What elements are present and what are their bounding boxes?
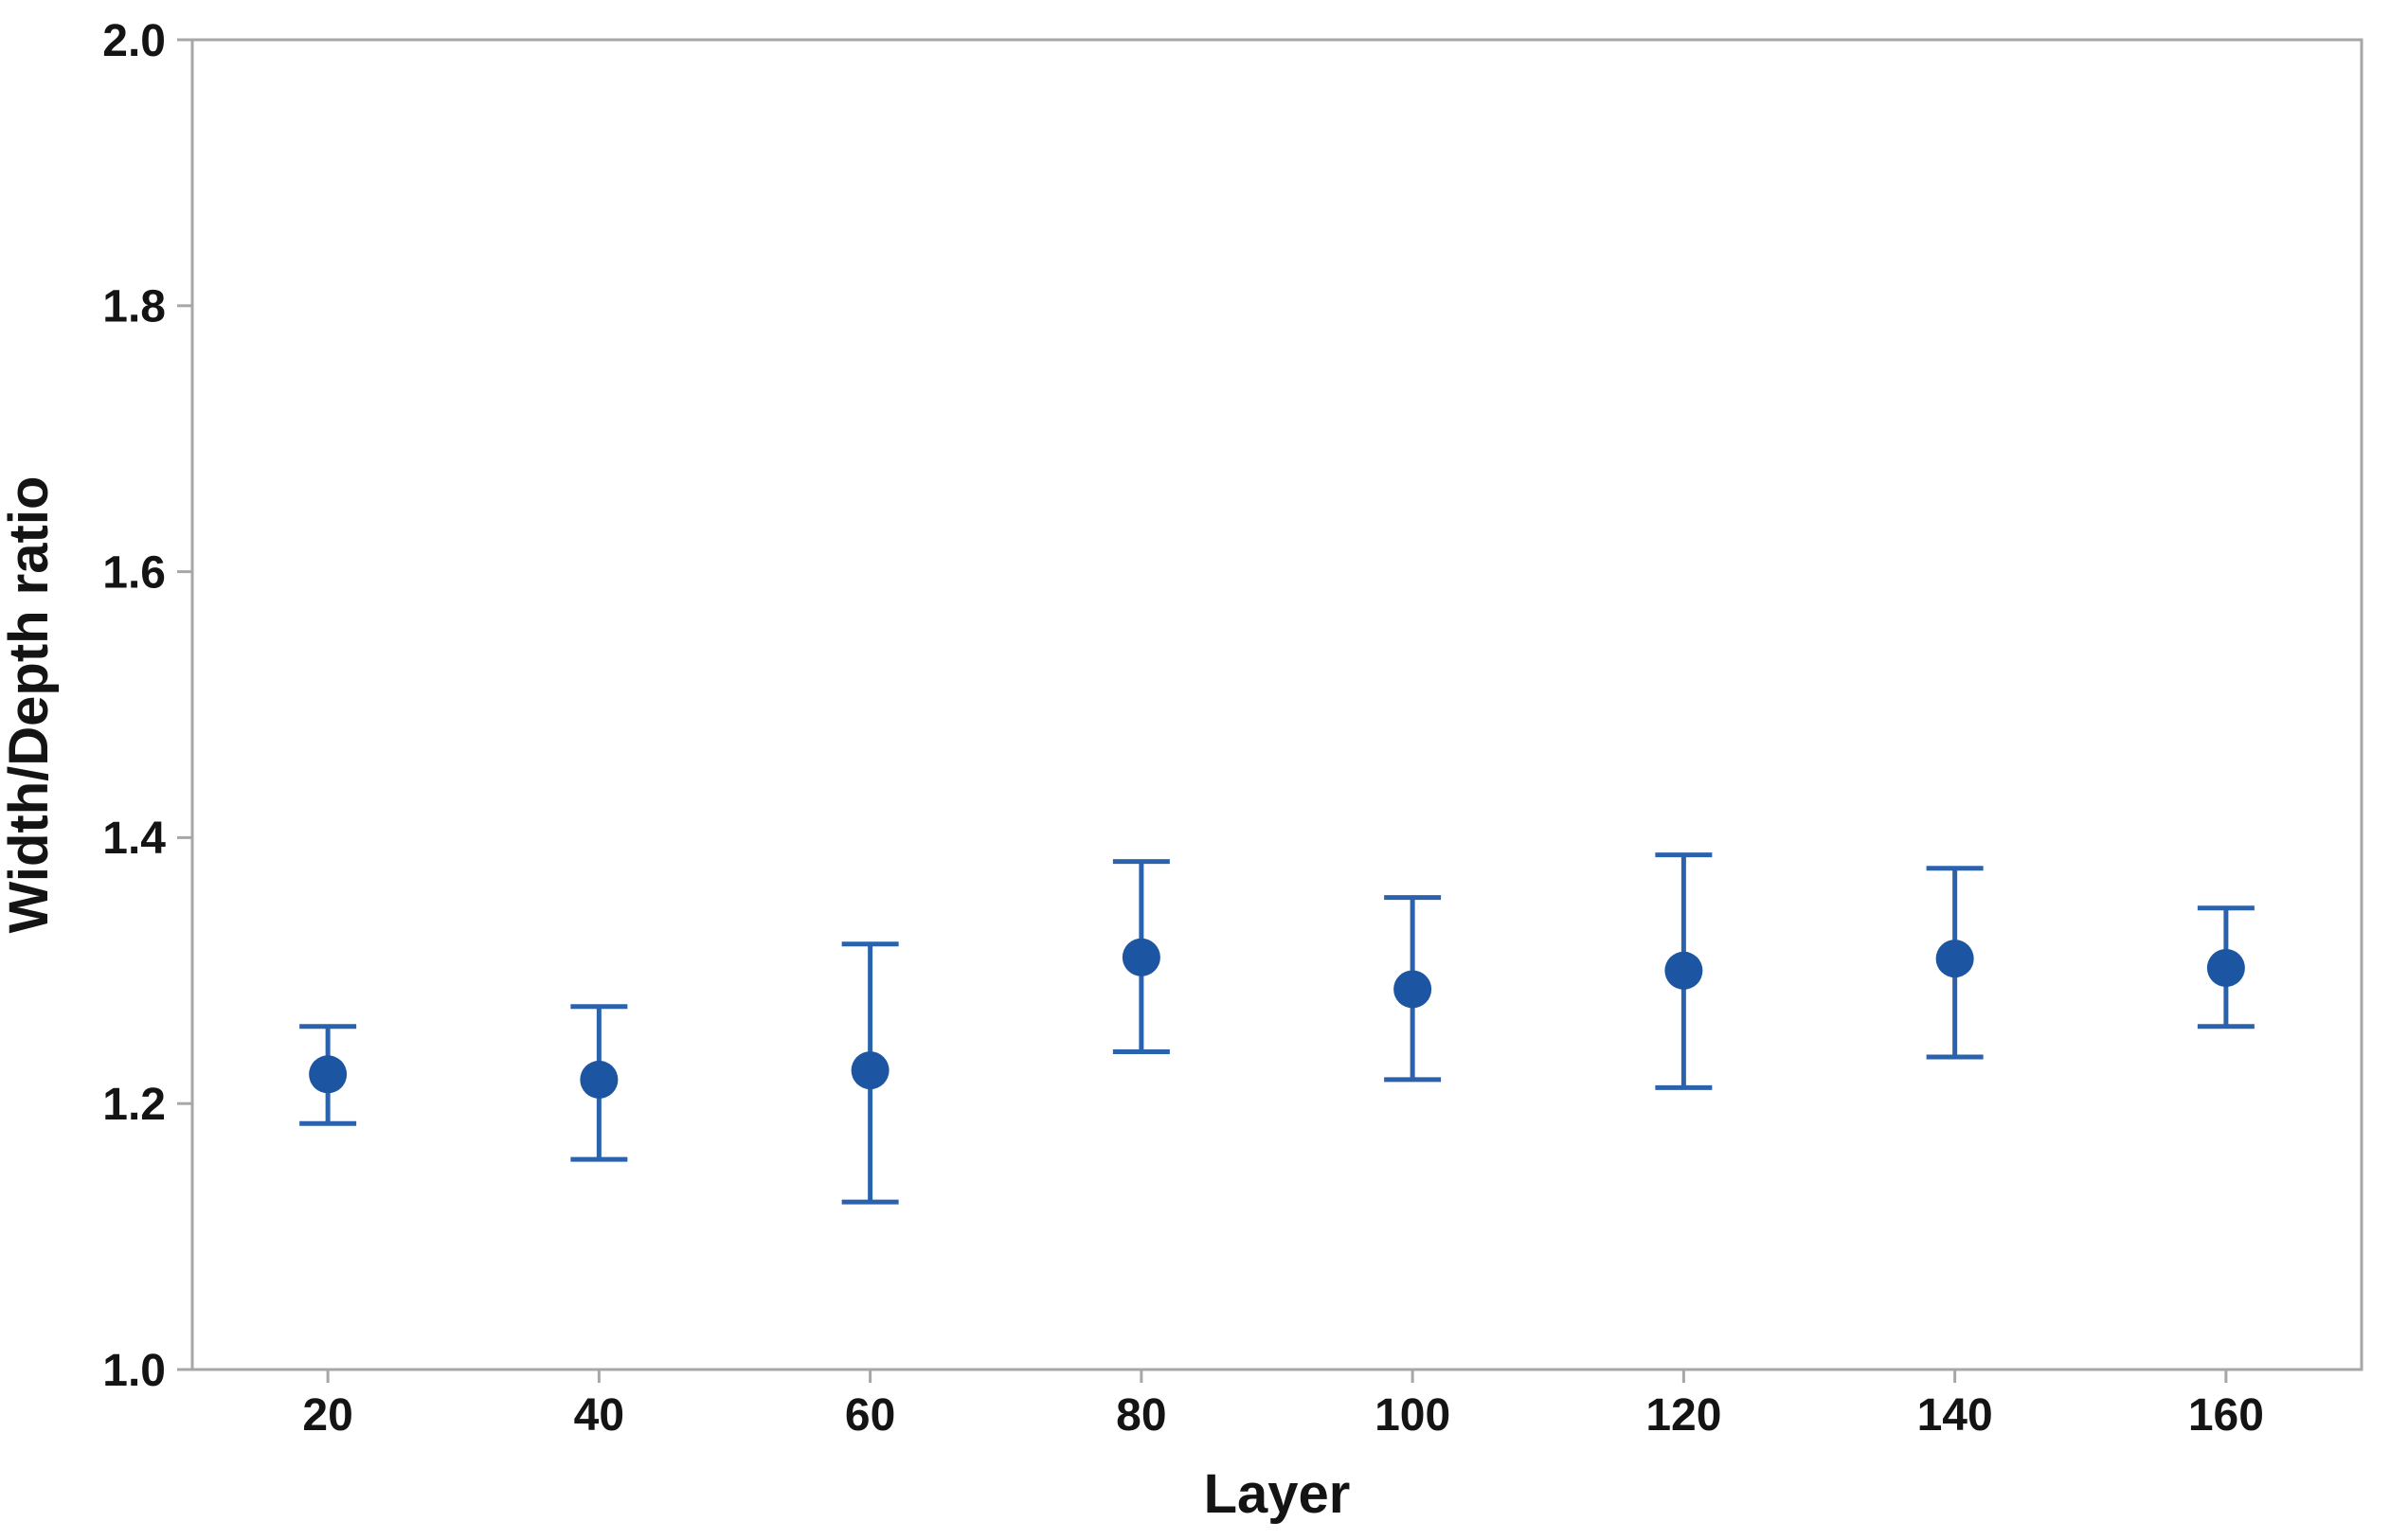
data-point-marker [309,1055,348,1094]
y-tick-label: 1.0 [102,1346,166,1396]
x-tick-label: 160 [2188,1390,2264,1441]
y-tick-label: 1.8 [102,282,166,332]
x-tick-label: 120 [1645,1390,1721,1441]
data-point-marker [1393,970,1432,1009]
data-point-marker [851,1051,890,1090]
data-point-marker [1664,951,1703,990]
data-series [299,852,2255,1205]
x-axis-title: Layer [1204,1463,1351,1525]
data-point-marker [2206,948,2245,987]
x-tick-label: 80 [1116,1390,1166,1441]
y-tick-label: 2.0 [102,16,166,66]
y-tick-label: 1.4 [102,814,166,864]
data-point-marker [580,1060,619,1099]
x-tick-label: 100 [1375,1390,1450,1441]
x-tick-label: 40 [574,1390,624,1441]
data-point-marker [1122,938,1160,976]
y-axis-title: Width/Depth ratio [0,476,60,934]
x-tick-label: 140 [1917,1390,1993,1441]
y-tick-label: 1.6 [102,547,166,598]
x-tick-label: 20 [302,1390,352,1441]
x-tick-label: 60 [845,1390,895,1441]
y-tick-label: 1.2 [102,1080,166,1130]
data-point-marker [1935,940,1974,978]
plot-frame [190,38,2363,1371]
axis-ticks: 1.0 1.2 1.4 1.6 1.8 2.0 20 40 60 80 100 120 140 160 [102,16,2264,1441]
